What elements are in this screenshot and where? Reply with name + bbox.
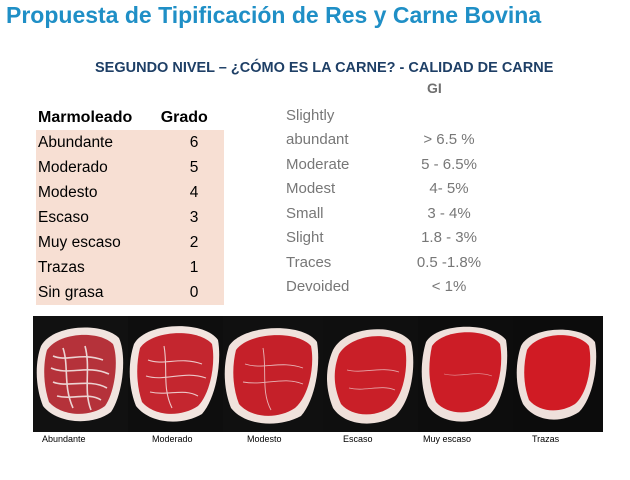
gi-english-name: Modest [286, 180, 336, 197]
gi-header: GI [427, 80, 442, 96]
steak-photo-abundante [33, 316, 128, 432]
table-row: Sin grasa 0 [36, 280, 224, 305]
steak-photo-modesto [223, 316, 323, 432]
gi-english-name: Devoided [286, 278, 350, 295]
gi-row: Slightly abundant > 6.5 % [286, 104, 504, 153]
steak-photo-escaso [323, 316, 418, 432]
marbling-name: Abundante [38, 133, 113, 151]
marbling-table-header: Marmoleado Grado [36, 106, 224, 130]
gi-english-name: Traces [286, 253, 332, 271]
table-row: Moderado 5 [36, 155, 224, 180]
photo-caption: Escaso [343, 434, 373, 444]
gi-english-name: Slight [286, 229, 324, 246]
photo-caption: Trazas [532, 434, 560, 444]
gi-percentage: < 1% [431, 278, 467, 295]
table-row: Modesto 4 [36, 180, 224, 205]
gi-english-line: abundant [286, 131, 349, 148]
marbling-grade: 3 [189, 208, 199, 226]
gi-english-line: Slightly [286, 107, 335, 124]
marbling-grade: 0 [189, 283, 199, 301]
steak-photo-muy-escaso [418, 316, 513, 432]
photo-caption: Modesto [247, 434, 282, 444]
steak-photo-moderado [128, 316, 223, 432]
marbling-photo-strip [33, 316, 603, 432]
table-row: Muy escaso 2 [36, 230, 224, 255]
gi-row: Moderate 5 - 6.5% [286, 153, 504, 178]
table-row: Escaso 3 [36, 205, 224, 230]
gi-percentage: 3 - 4% [427, 204, 471, 222]
marbling-grade: 1 [189, 258, 199, 276]
gi-english-name: Small [286, 204, 324, 222]
header-grade: Grado [160, 109, 208, 126]
marbling-table: Marmoleado Grado Abundante 6 Moderado 5 Mo… [36, 106, 224, 305]
marbling-name: Escaso [38, 208, 89, 226]
gi-english-name: Slightly abundant [286, 104, 394, 152]
table-row: Abundante 6 [36, 130, 224, 155]
marbling-name: Modesto [38, 183, 98, 201]
gi-english-name: Moderate [286, 155, 350, 173]
photo-caption: Muy escaso [423, 434, 472, 444]
table-row: Trazas 1 [36, 255, 224, 280]
gi-percentage: 0.5 -1.8% [416, 253, 482, 271]
marbling-name: Moderado [38, 158, 108, 176]
page-title: Propuesta de Tipificación de Res y Carne… [6, 2, 542, 28]
gi-list: Slightly abundant > 6.5 % Moderate 5 - 6.… [286, 104, 504, 300]
photo-caption: Abundante [42, 434, 86, 444]
steak-photo-trazas [513, 316, 603, 432]
marbling-name: Trazas [38, 258, 85, 276]
gi-row: Modest 4- 5% [286, 177, 504, 202]
gi-percentage: 5 - 6.5% [421, 155, 477, 173]
gi-percentage: > 6.5 % [423, 131, 475, 148]
gi-percentage: 1.8 - 3% [421, 229, 477, 246]
marbling-grade: 5 [189, 158, 199, 176]
gi-row: Slight 1.8 - 3% [286, 226, 504, 251]
photo-caption: Moderado [152, 434, 193, 444]
marbling-grade: 6 [189, 133, 199, 151]
gi-row: Traces 0.5 -1.8% [286, 251, 504, 276]
marbling-name: Muy escaso [38, 233, 121, 251]
marbling-grade: 2 [189, 233, 199, 251]
header-marbling: Marmoleado [38, 109, 133, 126]
gi-percentage: 4- 5% [429, 180, 469, 197]
subtitle: SEGUNDO NIVEL – ¿CÓMO ES LA CARNE? - CAL… [95, 60, 554, 76]
marbling-grade: 4 [189, 183, 199, 201]
marbling-name: Sin grasa [38, 283, 104, 301]
gi-row: Devoided < 1% [286, 275, 504, 300]
gi-row: Small 3 - 4% [286, 202, 504, 227]
